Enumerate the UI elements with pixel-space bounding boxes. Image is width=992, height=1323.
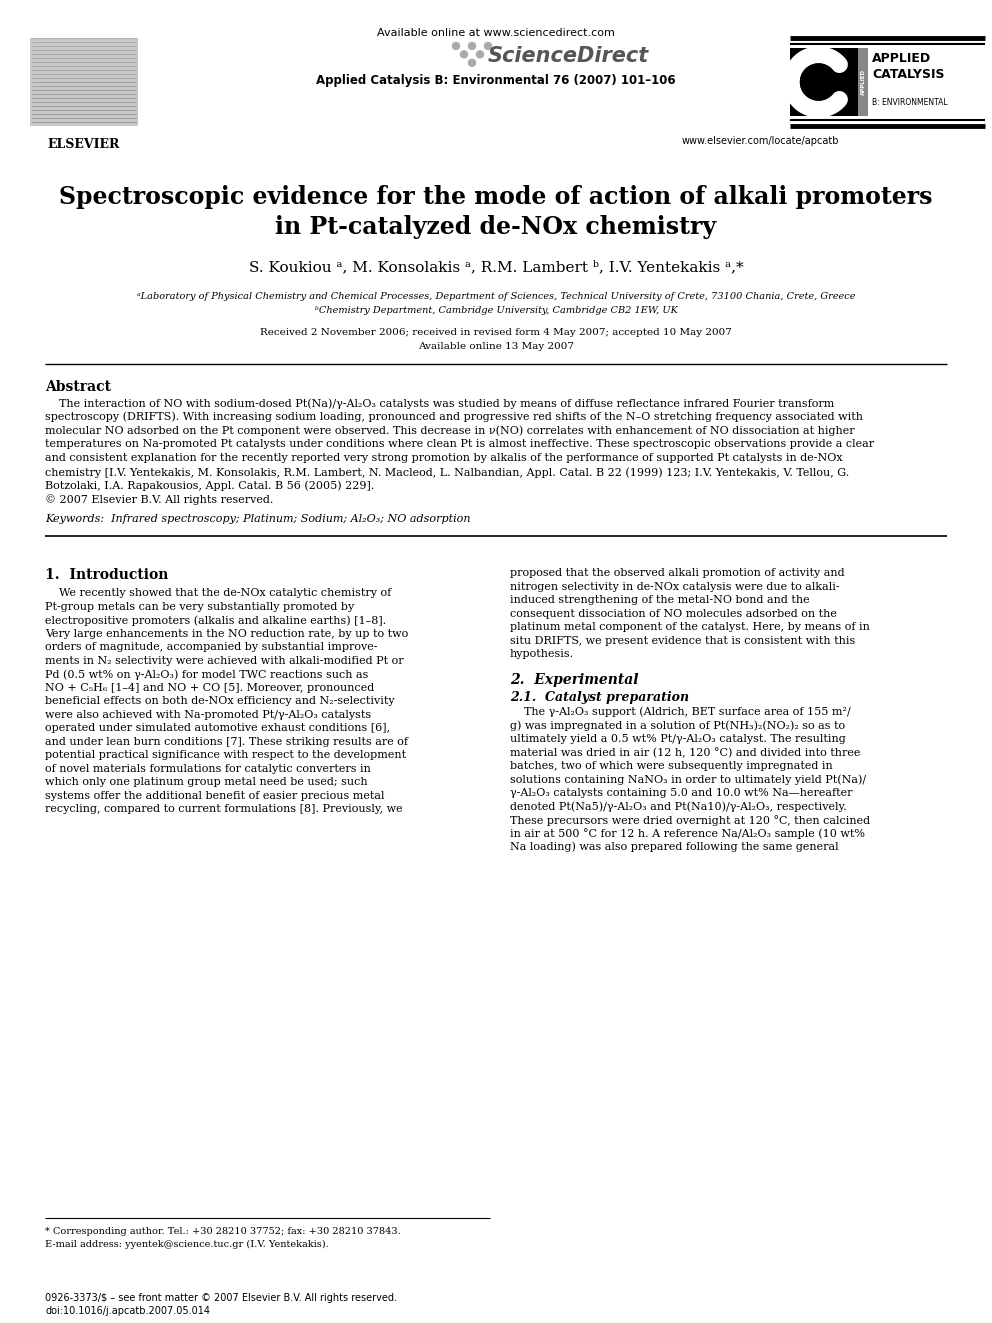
Text: potential practical significance with respect to the development: potential practical significance with re…	[45, 750, 406, 761]
Circle shape	[468, 60, 475, 66]
Text: Available online 13 May 2007: Available online 13 May 2007	[418, 343, 574, 351]
Text: 2.1.  Catalyst preparation: 2.1. Catalyst preparation	[510, 691, 689, 704]
Text: ELSEVIER: ELSEVIER	[48, 138, 120, 151]
Text: ments in N₂ selectivity were achieved with alkali-modified Pt or: ments in N₂ selectivity were achieved wi…	[45, 656, 404, 665]
Text: platinum metal component of the catalyst. Here, by means of in: platinum metal component of the catalyst…	[510, 622, 870, 632]
Text: Received 2 November 2006; received in revised form 4 May 2007; accepted 10 May 2: Received 2 November 2006; received in re…	[260, 328, 732, 337]
Text: Applied Catalysis B: Environmental 76 (2007) 101–106: Applied Catalysis B: Environmental 76 (2…	[316, 74, 676, 87]
Text: www.elsevier.com/locate/apcatb: www.elsevier.com/locate/apcatb	[682, 136, 839, 146]
Text: Spectroscopic evidence for the mode of action of alkali promoters: Spectroscopic evidence for the mode of a…	[60, 185, 932, 209]
Text: The interaction of NO with sodium-dosed Pt(Na)/γ-Al₂O₃ catalysts was studied by : The interaction of NO with sodium-dosed …	[45, 398, 834, 409]
Text: Na loading) was also prepared following the same general: Na loading) was also prepared following …	[510, 841, 838, 852]
Text: Pd (0.5 wt% on γ-Al₂O₃) for model TWC reactions such as: Pd (0.5 wt% on γ-Al₂O₃) for model TWC re…	[45, 669, 368, 680]
Text: operated under simulated automotive exhaust conditions [6],: operated under simulated automotive exha…	[45, 724, 390, 733]
Text: nitrogen selectivity in de-NOx catalysis were due to alkali-: nitrogen selectivity in de-NOx catalysis…	[510, 582, 839, 591]
Text: material was dried in air (12 h, 120 °C) and divided into three: material was dried in air (12 h, 120 °C)…	[510, 747, 860, 758]
Text: CATALYSIS: CATALYSIS	[872, 67, 944, 81]
Text: ᵃLaboratory of Physical Chemistry and Chemical Processes, Department of Sciences: ᵃLaboratory of Physical Chemistry and Ch…	[137, 292, 855, 302]
Text: © 2007 Elsevier B.V. All rights reserved.: © 2007 Elsevier B.V. All rights reserved…	[45, 495, 274, 505]
Text: The γ-Al₂O₃ support (Aldrich, BET surface area of 155 m²/: The γ-Al₂O₃ support (Aldrich, BET surfac…	[510, 706, 851, 717]
Text: 1.  Introduction: 1. Introduction	[45, 569, 169, 582]
Text: systems offer the additional benefit of easier precious metal: systems offer the additional benefit of …	[45, 791, 385, 800]
Text: ᵇChemistry Department, Cambridge University, Cambridge CB2 1EW, UK: ᵇChemistry Department, Cambridge Univers…	[314, 306, 678, 315]
Text: 0926-3373/$ – see front matter © 2007 Elsevier B.V. All rights reserved.: 0926-3373/$ – see front matter © 2007 El…	[45, 1293, 397, 1303]
Text: ScienceDirect: ScienceDirect	[488, 46, 649, 66]
Text: S. Koukiou ᵃ, M. Konsolakis ᵃ, R.M. Lambert ᵇ, I.V. Yentekakis ᵃ,*: S. Koukiou ᵃ, M. Konsolakis ᵃ, R.M. Lamb…	[249, 261, 743, 274]
Circle shape	[476, 50, 483, 58]
Text: which only one platinum group metal need be used; such: which only one platinum group metal need…	[45, 778, 368, 787]
Bar	[858, 48, 868, 116]
Circle shape	[468, 42, 475, 49]
Text: molecular NO adsorbed on the Pt component were observed. This decrease in ν(NO) : molecular NO adsorbed on the Pt componen…	[45, 426, 855, 437]
Text: * Corresponding author. Tel.: +30 28210 37752; fax: +30 28210 37843.: * Corresponding author. Tel.: +30 28210 …	[45, 1226, 401, 1236]
Text: Botzolaki, I.A. Rapakousios, Appl. Catal. B 56 (2005) 229].: Botzolaki, I.A. Rapakousios, Appl. Catal…	[45, 480, 374, 491]
Text: spectroscopy (DRIFTS). With increasing sodium loading, pronounced and progressiv: spectroscopy (DRIFTS). With increasing s…	[45, 411, 863, 422]
Text: and under lean burn conditions [7]. These striking results are of: and under lean burn conditions [7]. Thes…	[45, 737, 408, 747]
Text: chemistry [I.V. Yentekakis, M. Konsolakis, R.M. Lambert, N. Macleod, L. Nalbandi: chemistry [I.V. Yentekakis, M. Konsolaki…	[45, 467, 849, 478]
Text: γ-Al₂O₃ catalysts containing 5.0 and 10.0 wt% Na—hereafter: γ-Al₂O₃ catalysts containing 5.0 and 10.…	[510, 789, 852, 798]
Text: in air at 500 °C for 12 h. A reference Na/Al₂O₃ sample (10 wt%: in air at 500 °C for 12 h. A reference N…	[510, 828, 865, 839]
Text: in Pt-catalyzed de-NOx chemistry: in Pt-catalyzed de-NOx chemistry	[276, 216, 716, 239]
Text: B: ENVIRONMENTAL: B: ENVIRONMENTAL	[872, 98, 947, 107]
Text: Available online at www.sciencedirect.com: Available online at www.sciencedirect.co…	[377, 28, 615, 38]
Text: solutions containing NaNO₃ in order to ultimately yield Pt(Na)/: solutions containing NaNO₃ in order to u…	[510, 774, 866, 785]
Text: denoted Pt(Na5)/γ-Al₂O₃ and Pt(Na10)/γ-Al₂O₃, respectively.: denoted Pt(Na5)/γ-Al₂O₃ and Pt(Na10)/γ-A…	[510, 802, 847, 812]
Text: electropositive promoters (alkalis and alkaline earths) [1–8].: electropositive promoters (alkalis and a…	[45, 615, 386, 626]
Bar	[790, 48, 858, 116]
Bar	[30, 38, 138, 126]
Text: 2.  Experimental: 2. Experimental	[510, 673, 639, 687]
Text: Very large enhancements in the NO reduction rate, by up to two: Very large enhancements in the NO reduct…	[45, 628, 409, 639]
Text: consequent dissociation of NO molecules adsorbed on the: consequent dissociation of NO molecules …	[510, 609, 837, 619]
Circle shape	[452, 42, 459, 49]
Text: Keywords:  Infrared spectroscopy; Platinum; Sodium; Al₂O₃; NO adsorption: Keywords: Infrared spectroscopy; Platinu…	[45, 515, 470, 524]
Text: Abstract: Abstract	[45, 380, 111, 394]
Text: doi:10.1016/j.apcatb.2007.05.014: doi:10.1016/j.apcatb.2007.05.014	[45, 1306, 210, 1316]
Text: were also achieved with Na-promoted Pt/γ-Al₂O₃ catalysts: were also achieved with Na-promoted Pt/γ…	[45, 710, 371, 720]
Text: Pt-group metals can be very substantially promoted by: Pt-group metals can be very substantiall…	[45, 602, 354, 613]
Text: beneficial effects on both de-NOx efficiency and N₂-selectivity: beneficial effects on both de-NOx effici…	[45, 696, 395, 706]
Text: recycling, compared to current formulations [8]. Previously, we: recycling, compared to current formulati…	[45, 804, 403, 815]
Text: g) was impregnated in a solution of Pt(NH₃)₂(NO₂)₂ so as to: g) was impregnated in a solution of Pt(N…	[510, 721, 845, 732]
Text: of novel materials formulations for catalytic converters in: of novel materials formulations for cata…	[45, 763, 371, 774]
Text: ultimately yield a 0.5 wt% Pt/γ-Al₂O₃ catalyst. The resulting: ultimately yield a 0.5 wt% Pt/γ-Al₂O₃ ca…	[510, 734, 846, 744]
Text: and consistent explanation for the recently reported very strong promotion by al: and consistent explanation for the recen…	[45, 454, 842, 463]
Text: situ DRIFTS, we present evidence that is consistent with this: situ DRIFTS, we present evidence that is…	[510, 636, 855, 646]
Text: E-mail address: yyentek@science.tuc.gr (I.V. Yentekakis).: E-mail address: yyentek@science.tuc.gr (…	[45, 1240, 328, 1249]
Text: orders of magnitude, accompanied by substantial improve-: orders of magnitude, accompanied by subs…	[45, 643, 378, 652]
Text: APPLIED: APPLIED	[860, 69, 865, 95]
Text: These precursors were dried overnight at 120 °C, then calcined: These precursors were dried overnight at…	[510, 815, 870, 826]
Text: induced strengthening of the metal-NO bond and the: induced strengthening of the metal-NO bo…	[510, 595, 809, 606]
Text: APPLIED: APPLIED	[872, 52, 931, 65]
Text: batches, two of which were subsequently impregnated in: batches, two of which were subsequently …	[510, 761, 832, 771]
Text: temperatures on Na-promoted Pt catalysts under conditions where clean Pt is almo: temperatures on Na-promoted Pt catalysts…	[45, 439, 874, 450]
Text: proposed that the observed alkali promotion of activity and: proposed that the observed alkali promot…	[510, 569, 844, 578]
Text: We recently showed that the de-NOx catalytic chemistry of: We recently showed that the de-NOx catal…	[45, 589, 391, 598]
Text: NO + C₅H₆ [1–4] and NO + CO [5]. Moreover, pronounced: NO + C₅H₆ [1–4] and NO + CO [5]. Moreove…	[45, 683, 374, 693]
Text: hypothesis.: hypothesis.	[510, 650, 574, 659]
Circle shape	[484, 42, 491, 49]
Circle shape	[460, 50, 467, 58]
